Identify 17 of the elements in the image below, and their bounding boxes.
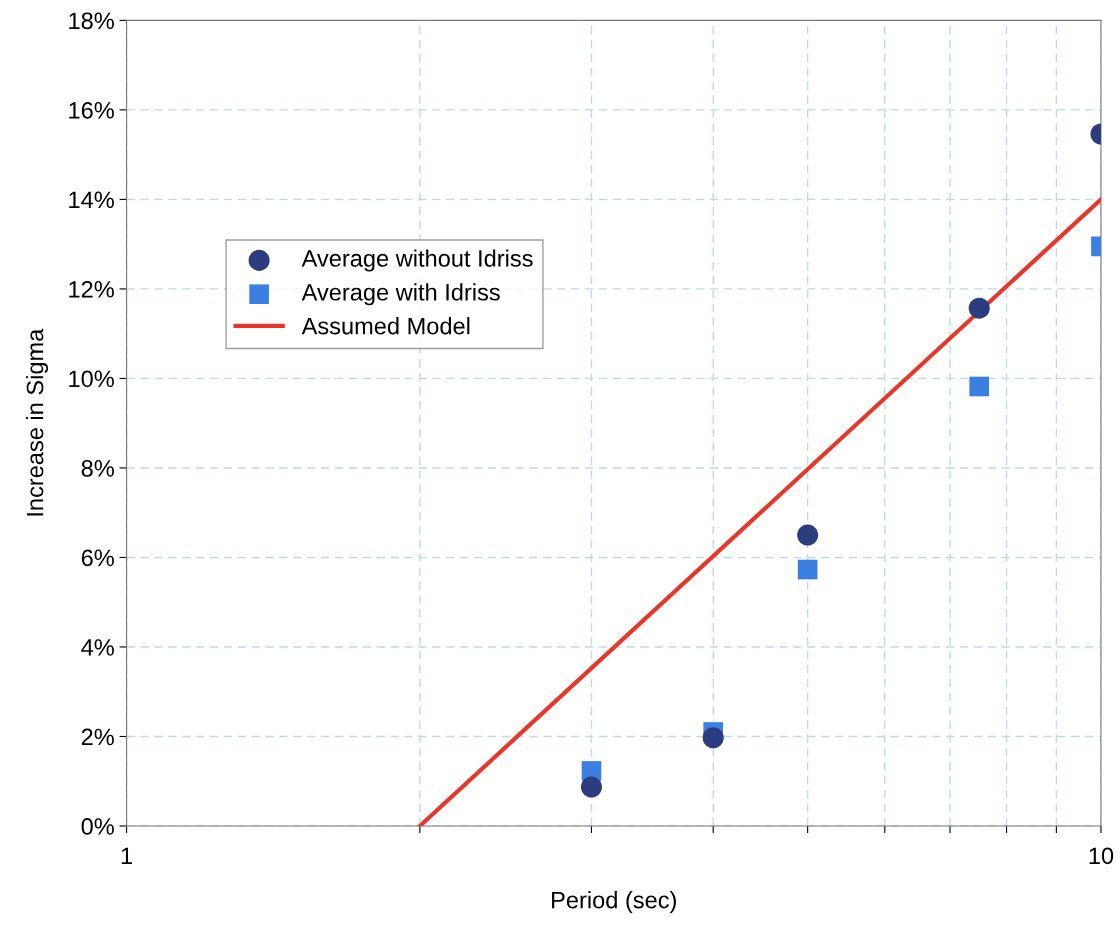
y-tick-label: 0% — [81, 818, 114, 835]
x-tick-label: 1 — [121, 847, 132, 864]
y-tick-label: 8% — [81, 460, 114, 477]
x-tick-label: 10 — [1089, 847, 1114, 865]
y-tick-label: 12% — [69, 280, 114, 298]
y-tick-label: 14% — [69, 191, 114, 209]
legend-label: Average with Idriss — [301, 283, 500, 306]
y-tick-label: 10% — [69, 370, 114, 388]
y-tick-label: 6% — [81, 549, 114, 567]
y-tick-label: 4% — [81, 639, 114, 656]
y-tick-label: 16% — [69, 101, 114, 119]
x-axis-title: Period (sec) — [552, 891, 676, 914]
legend-label: Assumed Model — [301, 317, 470, 335]
y-tick-label: 2% — [81, 728, 114, 746]
y-tick-label: 18% — [69, 12, 114, 30]
y-axis-title: Increase in Sigma — [26, 328, 49, 516]
legend-label: Average without Idriss — [301, 249, 533, 272]
